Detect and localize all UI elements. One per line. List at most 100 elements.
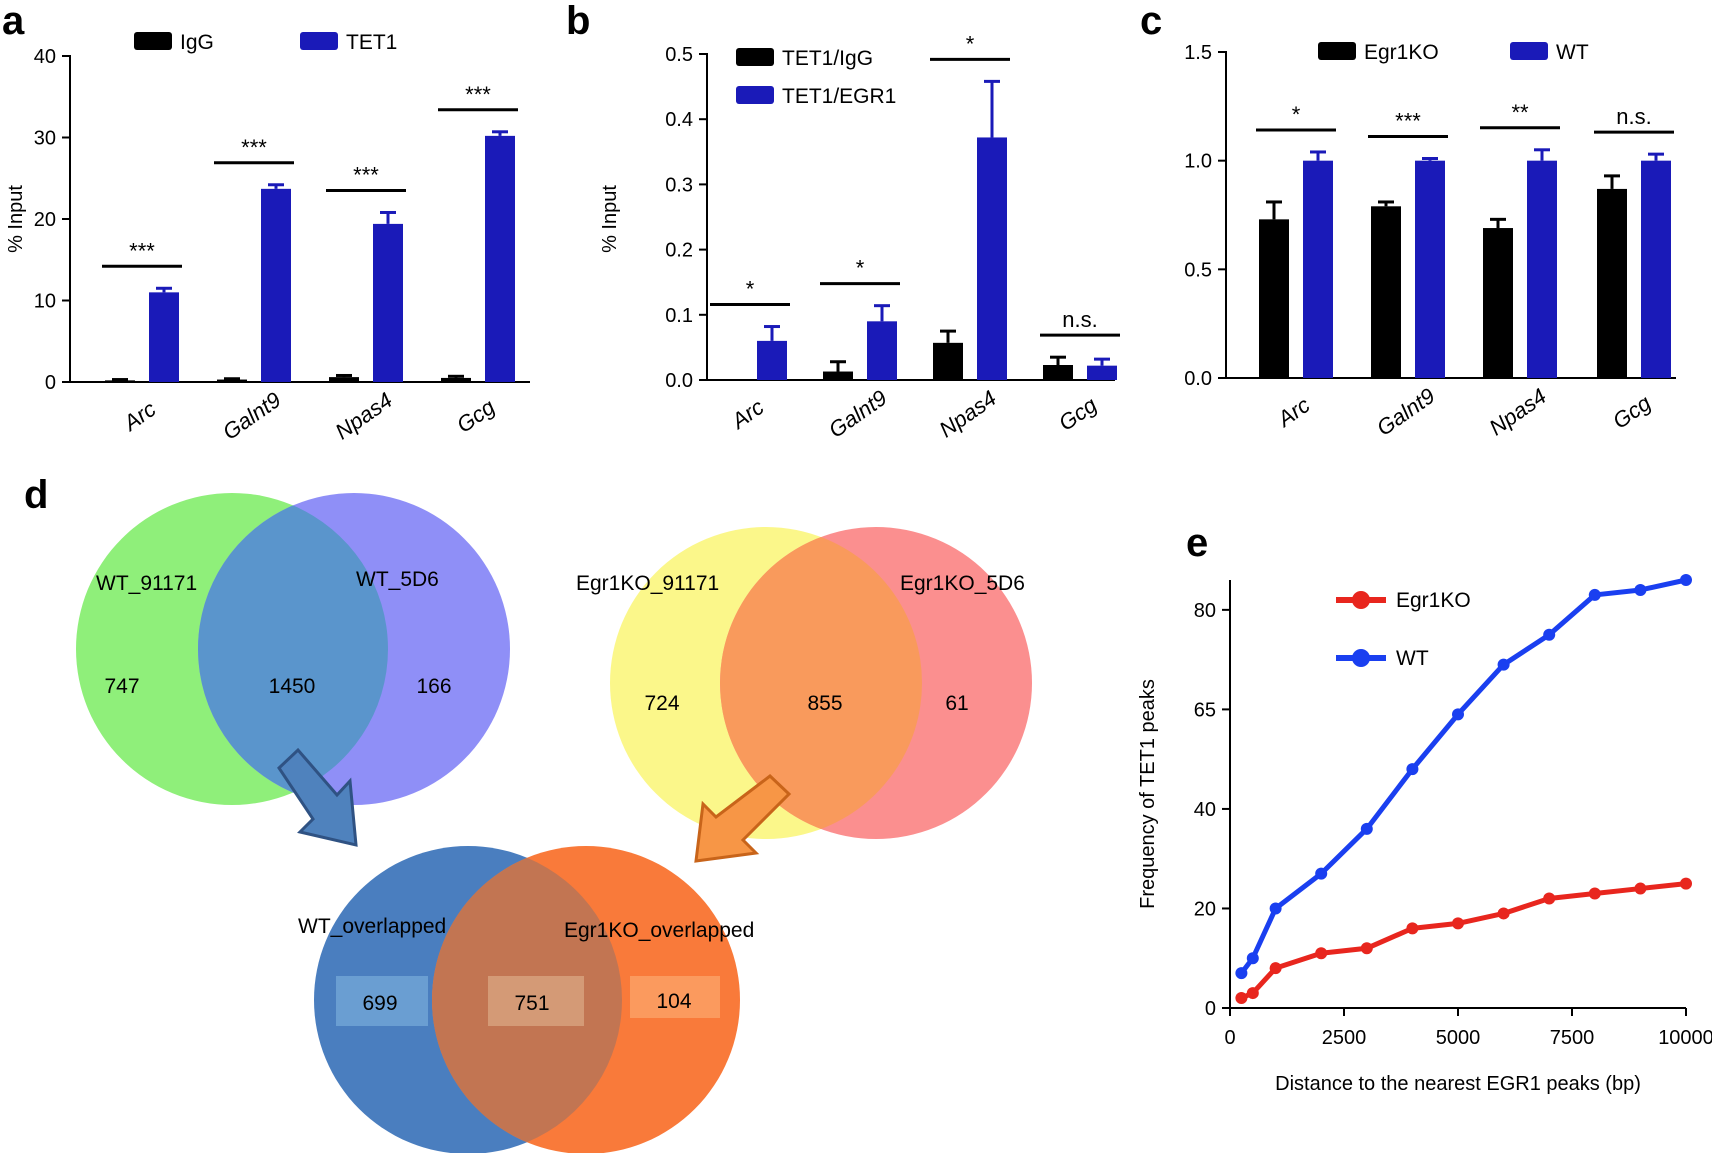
venn-wt-overlap-count: 1450 — [269, 675, 316, 698]
c-bar-WT-Galnt9 — [1415, 160, 1445, 378]
e-point-Egr1KO — [1634, 882, 1647, 895]
b-category-label-Arc: Arc — [725, 394, 768, 435]
venn-egr1ko-left-count: 724 — [644, 692, 679, 715]
c-bar-WT-Gcg — [1641, 160, 1671, 378]
a-category-label-Arc: Arc — [117, 396, 160, 437]
b-sig-mark-Arc: * — [746, 277, 755, 302]
a-y-tick-label: 10 — [34, 291, 56, 313]
venn-diagrams: WT_91171 WT_5D6 747 1450 166 Egr1KO_9117… — [76, 493, 1032, 1153]
e-point-Egr1KO — [1543, 892, 1556, 905]
a-sig-mark-Npas4: *** — [353, 162, 379, 187]
a-bar-IgG-Arc — [105, 380, 135, 382]
c-bar-WT-Arc — [1303, 160, 1333, 378]
e-point-Egr1KO — [1406, 922, 1419, 935]
b-category-label-Npas4: Npas4 — [934, 385, 1000, 442]
c-category-label-Arc: Arc — [1271, 392, 1314, 433]
c-sig-mark-Gcg: n.s. — [1616, 104, 1651, 129]
a-sig-mark-Arc: *** — [129, 238, 155, 263]
b-legend-label-0: TET1/IgG — [782, 47, 873, 70]
e-point-Egr1KO — [1497, 907, 1510, 920]
chart-c: 0.0 0.5 1.0 1.5 Egr1KO WT * Arc *** Galnt9 ** Npas4… — [1184, 41, 1676, 441]
c-sig-mark-Npas4: ** — [1511, 100, 1529, 125]
c-bar-Egr1KO-Gcg — [1597, 188, 1627, 378]
venn-combined-right-box — [630, 976, 720, 1018]
b-y-tick-label: 0.1 — [665, 305, 693, 327]
b-category-label-Gcg: Gcg — [1054, 392, 1102, 436]
a-bar-TET1-Galnt9 — [261, 188, 291, 382]
a-sig-mark-Galnt9: *** — [241, 135, 267, 160]
e-point-WT — [1246, 952, 1259, 965]
e-series-line-WT — [1239, 577, 1687, 975]
venn-wt-left-label: WT_91171 — [96, 572, 197, 595]
b-sig-mark-Galnt9: * — [856, 256, 865, 281]
a-y-axis-label: % Input — [5, 185, 27, 253]
a-legend-swatch-1 — [300, 32, 338, 50]
c-y-tick-label: 1.0 — [1184, 151, 1212, 173]
b-bar-TET1/EGR1-Gcg — [1087, 365, 1117, 380]
b-y-axis-label: % Input — [599, 185, 621, 253]
b-bar-TET1/EGR1-Npas4 — [977, 137, 1007, 380]
venn-combined-left-label: WT_overlapped — [298, 915, 446, 938]
c-sig-mark-Galnt9: *** — [1395, 108, 1421, 133]
panel-label-d: d — [24, 473, 48, 517]
a-y-tick-label: 0 — [45, 372, 56, 394]
e-point-WT — [1235, 967, 1248, 980]
e-x-tick-label: 2500 — [1322, 1027, 1367, 1049]
e-point-Egr1KO — [1452, 917, 1464, 930]
a-bar-IgG-Npas4 — [329, 377, 359, 382]
a-y-tick-label: 20 — [34, 209, 56, 231]
e-point-Egr1KO — [1360, 942, 1373, 955]
a-bar-IgG-Gcg — [441, 377, 471, 382]
e-point-WT — [1497, 658, 1510, 671]
panel-label-a: a — [2, 0, 25, 43]
b-bar-TET1/IgG-Galnt9 — [823, 371, 853, 380]
e-legend-marker-1 — [1352, 649, 1370, 667]
b-y-tick-label: 0.2 — [665, 240, 693, 262]
c-y-tick-label: 0.0 — [1184, 368, 1212, 390]
venn-wt-right-count: 166 — [416, 675, 451, 698]
venn-combined-overlap-count: 751 — [514, 992, 549, 1015]
e-y-tick-label: 65 — [1194, 699, 1216, 721]
b-bar-TET1/EGR1-Arc — [757, 340, 787, 380]
b-y-tick-label: 0.3 — [665, 174, 693, 196]
e-point-WT — [1315, 867, 1328, 880]
a-legend-label-1: TET1 — [346, 31, 397, 54]
arrow-down-right-icon — [277, 747, 358, 847]
venn-egr1ko-overlap-count: 855 — [807, 692, 842, 715]
a-category-label-Galnt9: Galnt9 — [218, 387, 285, 445]
e-point-Egr1KO — [1235, 992, 1248, 1005]
a-bar-TET1-Npas4 — [373, 223, 403, 382]
b-legend-swatch-0 — [736, 48, 774, 66]
e-series-line-Egr1KO — [1240, 881, 1687, 1001]
c-bar-Egr1KO-Galnt9 — [1371, 206, 1401, 378]
a-bar-TET1-Arc — [149, 292, 179, 382]
c-sig-mark-Arc: * — [1292, 102, 1301, 127]
venn-combined-left-box — [336, 976, 428, 1026]
e-y-axis-label: Frequency of TET1 peaks — [1137, 679, 1159, 909]
e-point-WT — [1452, 708, 1464, 721]
b-y-tick-label: 0.5 — [665, 44, 693, 66]
b-legend-label-1: TET1/EGR1 — [782, 85, 896, 108]
venn-wt-left-count: 747 — [104, 675, 139, 698]
e-x-tick-label: 5000 — [1436, 1027, 1481, 1049]
chart-e: 0 2500 5000 7500 10000 0 20 40 65 80 Distance to t… — [1137, 574, 1712, 1095]
chart-b: 0.0 0.1 0.2 0.3 0.4 0.5 % Input TET1/IgG TET1/EG… — [599, 31, 1120, 443]
a-category-label-Npas4: Npas4 — [330, 387, 396, 444]
e-point-WT — [1634, 583, 1647, 596]
a-bar-TET1-Gcg — [485, 135, 515, 382]
e-x-tick-label: 7500 — [1550, 1027, 1595, 1049]
c-bar-WT-Npas4 — [1527, 160, 1557, 378]
e-point-Egr1KO — [1588, 887, 1601, 900]
e-y-tick-label: 0 — [1205, 998, 1216, 1020]
c-legend-swatch-0 — [1318, 42, 1356, 60]
e-y-tick-label: 80 — [1194, 600, 1216, 622]
e-legend-marker-0 — [1352, 591, 1370, 609]
c-category-label-Gcg: Gcg — [1608, 390, 1656, 434]
a-y-tick-label: 30 — [34, 128, 56, 150]
e-y-tick-label: 40 — [1194, 799, 1216, 821]
e-point-WT — [1588, 588, 1601, 601]
b-sig-mark-Npas4: * — [966, 31, 975, 56]
e-y-tick-label: 20 — [1194, 898, 1216, 920]
c-y-tick-label: 0.5 — [1184, 259, 1212, 281]
b-sig-mark-Gcg: n.s. — [1062, 307, 1097, 332]
